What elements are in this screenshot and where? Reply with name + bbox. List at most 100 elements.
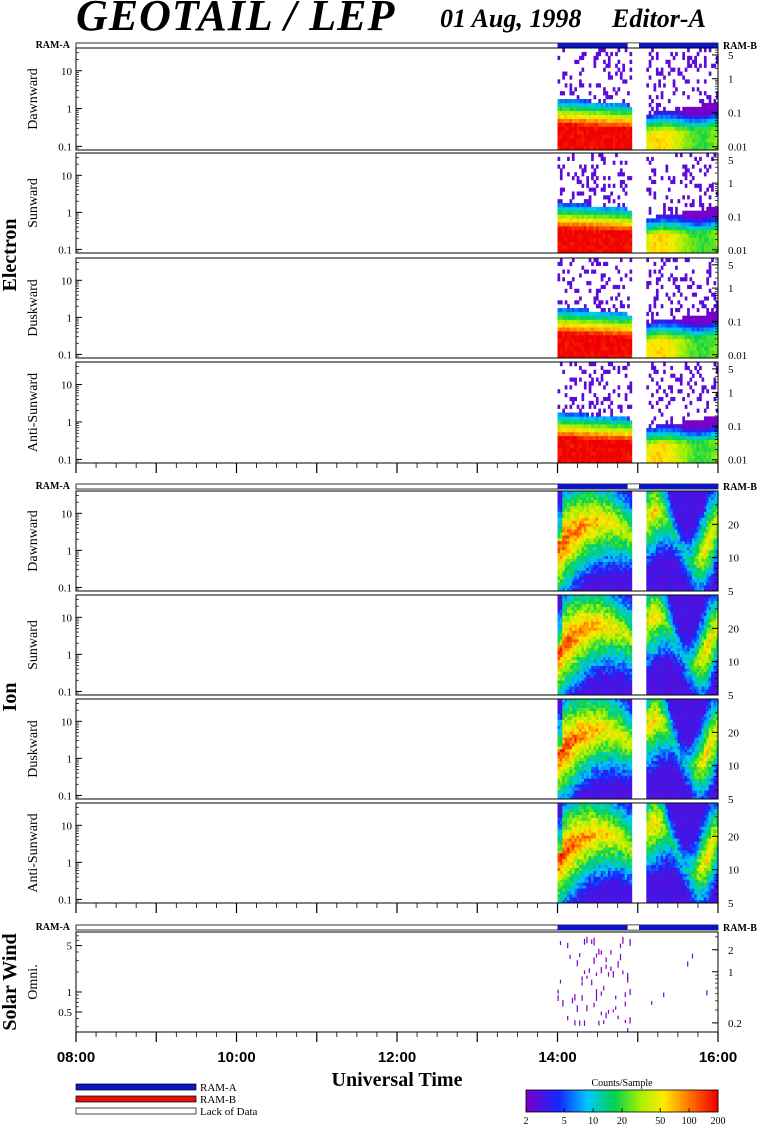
spectrogram-cell bbox=[567, 416, 570, 421]
spectrogram-cell bbox=[675, 447, 678, 452]
spectrogram-cell bbox=[667, 233, 671, 238]
spectrogram-cell bbox=[593, 300, 597, 305]
spectrogram-cell bbox=[648, 529, 652, 533]
spectrogram-cell bbox=[622, 549, 625, 554]
spectrogram-cell bbox=[627, 338, 630, 343]
spectrogram-cell bbox=[679, 443, 683, 448]
spectrogram-cell bbox=[687, 134, 690, 139]
spectrogram-cell bbox=[610, 319, 613, 324]
spectrogram-cell bbox=[567, 114, 570, 119]
spectrogram-cell bbox=[576, 549, 580, 554]
spectrogram-cell bbox=[569, 451, 573, 456]
spectrogram-cell bbox=[677, 308, 681, 313]
spectrogram-cell bbox=[691, 138, 695, 143]
spectrogram-cell bbox=[564, 416, 568, 421]
spectrogram-cell bbox=[607, 183, 611, 188]
spectrogram-cell bbox=[567, 529, 570, 533]
spectrogram-cell bbox=[627, 493, 630, 498]
spectrogram-cell bbox=[576, 520, 580, 524]
spectrogram-cell bbox=[701, 428, 705, 433]
spectrogram-cell bbox=[689, 153, 693, 158]
spectrogram-cell bbox=[694, 214, 697, 219]
spectrogram-cell bbox=[562, 555, 565, 559]
spectrogram-cell bbox=[624, 130, 628, 135]
spectrogram-cell bbox=[672, 338, 676, 343]
spectrogram-cell bbox=[612, 538, 616, 542]
spectrogram-cell bbox=[687, 241, 690, 246]
spectrogram-cell bbox=[559, 187, 563, 192]
spectrogram-cell bbox=[583, 552, 587, 557]
spectrogram-cell bbox=[603, 110, 606, 115]
spectrogram-cell bbox=[617, 552, 621, 557]
spectrogram-cell bbox=[699, 91, 702, 96]
spectrogram-cell bbox=[605, 570, 609, 574]
spectrogram-cell bbox=[701, 114, 705, 119]
spectrogram-cell bbox=[569, 323, 573, 328]
spectrogram-cell bbox=[627, 226, 630, 231]
spectrogram-cell bbox=[600, 122, 604, 127]
spectrogram-cell bbox=[607, 311, 611, 316]
spectrogram-cell bbox=[711, 292, 714, 297]
spectrogram-cell bbox=[627, 315, 630, 320]
spectrogram-cell bbox=[595, 508, 599, 512]
spectrogram-cell bbox=[600, 273, 604, 278]
spectrogram-cell bbox=[660, 319, 664, 324]
spectrogram-cell bbox=[581, 146, 585, 151]
spectrogram-cell bbox=[699, 331, 702, 336]
spectrogram-cell bbox=[605, 51, 609, 57]
spectrogram-cell bbox=[567, 99, 570, 104]
spectrogram-cell bbox=[706, 245, 709, 250]
spectrogram-cell bbox=[629, 435, 633, 440]
spectrogram-cell bbox=[595, 288, 599, 293]
spectrogram-cell bbox=[665, 226, 669, 231]
spectrogram-cell bbox=[588, 214, 592, 219]
spectrogram-cell bbox=[586, 567, 589, 571]
spectrogram-cell bbox=[612, 526, 616, 530]
spectrogram-cell bbox=[583, 222, 587, 227]
spectrogram-cell bbox=[562, 543, 565, 548]
spectrogram-cell bbox=[701, 342, 705, 347]
spectrogram-cell bbox=[655, 218, 659, 223]
spectrogram-cell bbox=[624, 365, 628, 371]
spectrogram-cell bbox=[576, 327, 580, 332]
spectrogram-cell bbox=[595, 517, 599, 521]
spectrogram-cell bbox=[670, 311, 673, 316]
spectrogram-cell bbox=[593, 447, 597, 452]
spectrogram-cell bbox=[598, 114, 601, 119]
spectrogram-cell bbox=[571, 153, 575, 158]
spectrogram-cell bbox=[708, 114, 712, 119]
spectrogram-cell bbox=[670, 233, 673, 238]
spectrogram-cell bbox=[610, 543, 613, 548]
spectrogram-cell bbox=[593, 514, 597, 518]
spectrogram-cell bbox=[603, 455, 606, 460]
spectrogram-cell bbox=[569, 206, 573, 211]
spectrogram-cell bbox=[581, 514, 585, 518]
spectrogram-cell bbox=[559, 308, 563, 313]
spectrogram-cell bbox=[653, 435, 657, 440]
spectrogram-cell bbox=[658, 110, 661, 115]
spectrogram-cell bbox=[581, 319, 585, 324]
spectrogram-cell bbox=[571, 570, 575, 574]
spectrogram-cell bbox=[624, 502, 628, 507]
spectrogram-cell bbox=[581, 459, 585, 464]
spectrogram-cell bbox=[629, 245, 633, 250]
spectrogram-cell bbox=[663, 218, 666, 223]
spectrogram-cell bbox=[564, 451, 568, 456]
spectrogram-cell bbox=[603, 428, 606, 433]
spectrogram-cell bbox=[624, 210, 628, 215]
spectrogram-cell bbox=[583, 311, 587, 316]
spectrogram-cell bbox=[583, 431, 587, 437]
spectrogram-cell bbox=[576, 176, 580, 181]
spectrogram-cell bbox=[619, 408, 623, 413]
spectrogram-cell bbox=[595, 435, 599, 440]
spectrogram-cell bbox=[595, 338, 599, 343]
spectrogram-cell bbox=[574, 496, 577, 501]
spectrogram-cell bbox=[646, 552, 649, 557]
spectrogram-cell bbox=[559, 237, 563, 242]
spectrogram-cell bbox=[593, 561, 597, 565]
spectrogram-cell bbox=[576, 229, 580, 235]
spectrogram-cell bbox=[627, 431, 630, 437]
spectrogram-cell bbox=[576, 102, 580, 108]
spectrogram-cell bbox=[564, 582, 568, 586]
spectrogram-cell bbox=[559, 199, 563, 204]
